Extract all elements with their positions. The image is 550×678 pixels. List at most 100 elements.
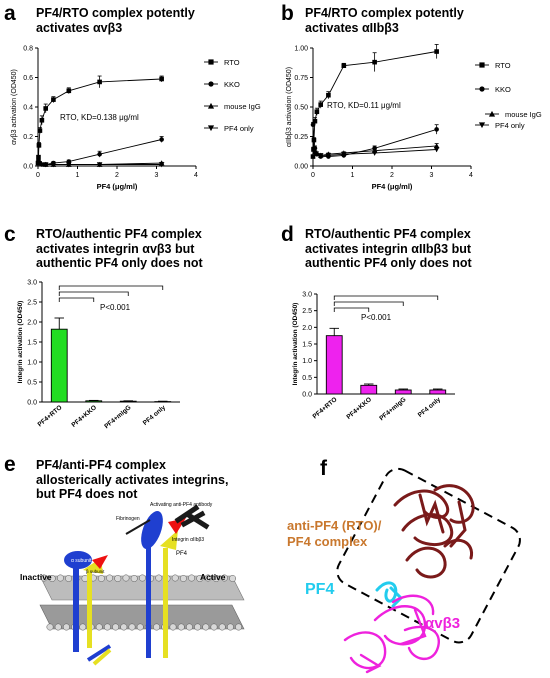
bar	[429, 389, 447, 395]
legend-label: PF4 only	[224, 124, 254, 133]
lipid-head	[177, 623, 185, 631]
y-axis-label: Integrin activation (OD450)	[292, 303, 299, 386]
y-tick-label: 0.8	[23, 46, 33, 53]
lipid-head	[128, 623, 136, 631]
active-integrin	[125, 504, 210, 658]
lipid-head	[138, 574, 146, 582]
x-tick-label: 3	[155, 172, 159, 179]
data-point	[433, 147, 440, 153]
panel-a-title: PF4/RTO complex potently activates αvβ3	[36, 6, 195, 35]
panel-d-title-line2: activates integrin αIIbβ3 but	[305, 241, 472, 256]
panel-b-title: PF4/RTO complex potently activates αIIbβ…	[305, 6, 464, 35]
data-point	[310, 122, 316, 127]
panel-letter-c: c	[4, 223, 16, 246]
panel-d-title-line3: authentic PF4 only does not	[305, 256, 472, 270]
data-point	[96, 162, 103, 168]
data-point	[341, 63, 347, 68]
legend-marker	[478, 122, 486, 129]
data-point	[434, 127, 439, 132]
inactive-pf4-icon	[92, 555, 108, 569]
bar	[325, 335, 343, 395]
data-point	[325, 153, 332, 159]
bar	[119, 400, 137, 403]
lipid-head	[179, 575, 187, 582]
x-tick-label: 4	[194, 172, 198, 179]
legend-label: PF4 only	[495, 121, 525, 130]
lipid-head	[97, 575, 105, 582]
integrin-label-f: αvβ3	[425, 615, 460, 632]
lipid-head	[106, 574, 114, 582]
significance-bracket	[333, 301, 404, 306]
y-tick-label: 2.5	[302, 308, 312, 315]
x-tick-label: 3	[430, 172, 434, 179]
data-point	[39, 117, 45, 123]
data-point	[312, 146, 318, 151]
y-tick-label: 2.0	[27, 320, 37, 327]
p-value-label: P<0.001	[361, 313, 392, 322]
active-beta-leg	[163, 548, 168, 658]
lipid-head	[48, 575, 56, 582]
y-tick-label: 0.4	[23, 105, 33, 112]
active-alpha-leg	[146, 538, 151, 658]
data-point	[310, 154, 316, 159]
legend-marker	[479, 62, 485, 68]
bar	[360, 384, 378, 395]
x-tick-label: 2	[115, 172, 119, 179]
panel-b-title-line1: PF4/RTO complex potently	[305, 6, 464, 20]
y-axis-label: Integrin activation (OD450)	[17, 301, 24, 384]
y-tick-label: 1.5	[302, 342, 312, 349]
complex-label-line1: anti-PF4 (RTO)/	[287, 518, 382, 533]
y-tick-label: 2.5	[27, 300, 37, 307]
lipid-head	[185, 623, 193, 631]
legend-label: KKO	[224, 80, 240, 89]
inactive-beta-leg	[87, 570, 92, 648]
lipid-head	[218, 623, 226, 631]
lipid-head	[130, 575, 138, 582]
significance-bracket	[58, 291, 129, 296]
y-tick-label: 0.25	[294, 134, 308, 141]
panel-a: a PF4/RTO complex potently activates αvβ…	[0, 0, 275, 220]
y-tick-label: 0.5	[302, 375, 312, 382]
x-tick-label: PF4+RTO	[312, 396, 339, 420]
inactive-label: Inactive	[20, 572, 52, 582]
chart-b: 0.00 0.25 0.50 0.75 1.00 0 1 2 3 4 PF4 (μg/ml) αIIb…	[286, 44, 542, 191]
series-pf4-only	[42, 162, 165, 168]
panel-a-title-line1: PF4/RTO complex potently	[36, 6, 195, 20]
lipid-head	[122, 574, 130, 582]
legend-label: RTO	[224, 58, 240, 67]
panel-letter-f: f	[320, 457, 327, 480]
y-tick-label: 0.0	[23, 164, 33, 171]
panel-e-title: PF4/anti-PF4 complex allosterically acti…	[36, 458, 228, 502]
lipid-head	[112, 623, 120, 631]
data-point	[312, 118, 318, 124]
lipid-head	[169, 623, 177, 631]
y-tick-label: 3.0	[27, 280, 37, 287]
x-tick-label: PF4 only	[142, 404, 168, 427]
lipid-head	[79, 623, 87, 631]
lipid-head	[226, 623, 234, 631]
panel-f: f PF4 αvβ3 anti-PF4 (RTO)	[275, 450, 550, 678]
bar	[394, 389, 412, 395]
series-rto	[310, 44, 439, 159]
bar	[85, 400, 103, 403]
lipid-head	[95, 623, 103, 631]
integrin-membrane-diagram: α subunit β subunit Fibrinogen Activatin…	[20, 502, 245, 666]
data-point	[312, 150, 318, 156]
panel-d-title: RTO/authentic PF4 complex activates inte…	[305, 227, 472, 271]
x-tick-label: PF4+mIgG	[103, 404, 132, 430]
x-tick-label: 2	[390, 172, 394, 179]
significance-bracket	[333, 295, 439, 300]
data-point	[43, 106, 49, 111]
legend-label: KKO	[495, 85, 511, 94]
lipid-head	[46, 623, 54, 631]
x-tick-label: 1	[351, 172, 355, 179]
x-tick-label: PF4+RTO	[37, 404, 64, 428]
series-rto	[35, 75, 164, 166]
panel-e: e PF4/anti-PF4 complex allosterically ac…	[0, 450, 275, 678]
y-tick-label: 0.50	[294, 105, 308, 112]
panel-letter-e: e	[4, 453, 16, 476]
kd-annotation: RTO, KD=0.138 μg/ml	[60, 113, 139, 122]
structure-model: PF4 αvβ3 anti-PF4 (RTO)/ PF4 complex	[287, 467, 521, 674]
series-line	[37, 78, 162, 164]
lipid-head	[235, 623, 243, 631]
